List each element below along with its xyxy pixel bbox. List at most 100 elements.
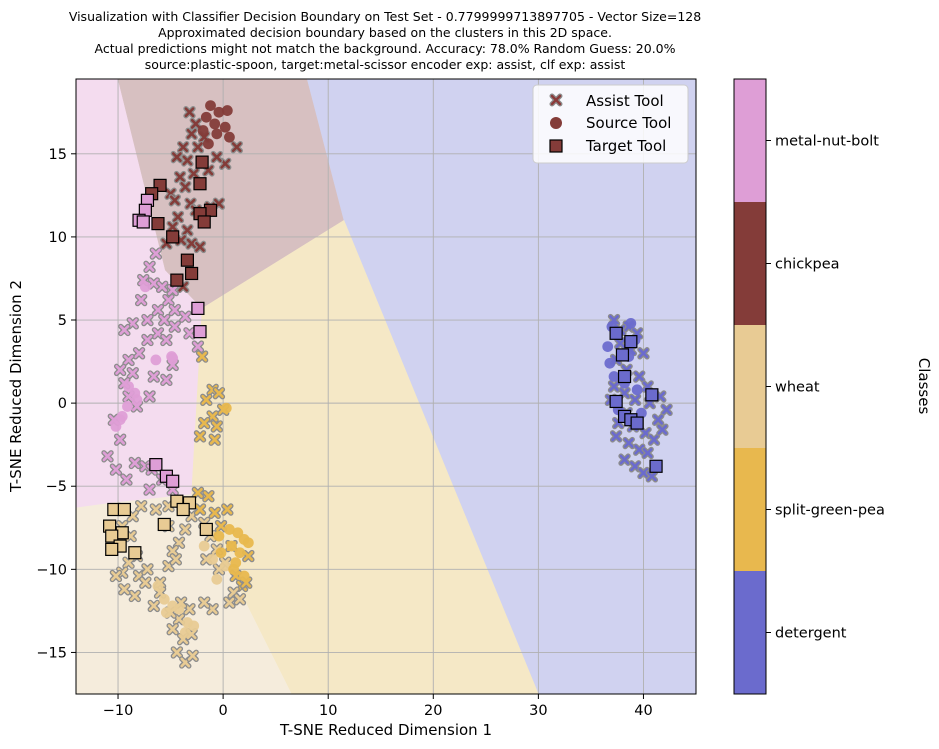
- target-tool-point: [151, 217, 165, 231]
- source-tool-point: [160, 607, 172, 618]
- target-tool-point: [184, 266, 199, 281]
- assist-tool-point: [120, 473, 133, 486]
- assist-tool-point: [187, 167, 200, 180]
- source-tool-point: [179, 627, 191, 638]
- assist-tool-point: [221, 503, 234, 516]
- assist-tool-point: [162, 499, 175, 513]
- colorbar-segment-chickpea: [734, 202, 766, 325]
- target-tool-point: [609, 326, 623, 340]
- assist-tool-point: [191, 140, 205, 154]
- source-tool-point: [150, 354, 162, 366]
- source-tool-point: [158, 593, 170, 605]
- source-tool-point: [625, 317, 637, 329]
- source-tool-point: [224, 131, 235, 143]
- assist-tool-point: [170, 150, 184, 164]
- assist-tool-point: [147, 277, 160, 290]
- assist-tool-point: [183, 327, 196, 340]
- source-tool-point: [211, 573, 223, 585]
- assist-tool-point: [166, 283, 179, 297]
- x-tick-label: 20: [424, 703, 442, 719]
- x-tick-label: 10: [319, 703, 337, 719]
- y-tick-label: 5: [58, 313, 67, 329]
- source-tool-point: [173, 603, 185, 615]
- assist-tool-point: [660, 403, 673, 416]
- assist-tool-point: [134, 293, 148, 307]
- colorbar-segment-metal-nut-bolt: [734, 79, 766, 202]
- x-axis-label: T-SNE Reduced Dimension 1: [279, 721, 492, 739]
- assist-tool-point: [109, 463, 123, 476]
- assist-tool-point: [214, 519, 228, 533]
- legend: Assist Tool Source Tool Target Tool: [532, 84, 689, 164]
- assist-tool-point: [128, 589, 142, 603]
- assist-tool-point: [202, 490, 215, 503]
- source-tool-point: [238, 570, 250, 582]
- target-tool-point: [170, 273, 184, 287]
- target-tool-point: [617, 369, 632, 384]
- x-tick-label: 0: [219, 703, 228, 719]
- source-tool-point: [197, 125, 209, 136]
- colorbar-label-detergent: detergent: [775, 626, 847, 642]
- legend-entry-target: Target Tool: [549, 137, 666, 155]
- title-line-3: Actual predictions might not match the b…: [95, 41, 676, 56]
- assist-tool-point: [185, 237, 198, 250]
- target-tool-point: [624, 335, 638, 349]
- legend-label-source: Source Tool: [586, 114, 671, 132]
- source-tool-point: [213, 530, 225, 542]
- legend-square-marker: [549, 139, 563, 153]
- colorbar-frame: [733, 78, 767, 695]
- assist-tool-point: [147, 599, 160, 613]
- target-tool-point: [105, 542, 119, 556]
- assist-tool-point: [143, 390, 156, 403]
- assist-tool-point: [637, 466, 650, 480]
- assist-tool-point: [173, 170, 187, 184]
- source-tool-point: [221, 105, 233, 116]
- y-axis-label: T-SNE Reduced Dimension 2: [7, 280, 25, 493]
- target-tool-point: [609, 394, 623, 409]
- assist-tool-point: [633, 370, 646, 383]
- source-tool-point: [234, 547, 246, 559]
- target-tool-point: [105, 529, 119, 543]
- assist-tool-point: [118, 323, 131, 337]
- target-tool-point: [176, 502, 190, 517]
- y-tick-label: 10: [49, 230, 67, 246]
- assist-tool-point: [155, 280, 169, 293]
- source-tool-point: [139, 281, 151, 293]
- colorbar-segment-wheat: [734, 325, 766, 448]
- colorbar-label-metal-nut-bolt: metal-nut-bolt: [775, 134, 879, 150]
- source-tool-point: [215, 547, 227, 559]
- x-axis-ticks: −10 0 10 20 30 40: [103, 694, 653, 719]
- assist-tool-point: [141, 333, 154, 347]
- assist-tool-point: [198, 416, 211, 430]
- target-tool-point: [117, 502, 131, 517]
- y-axis-ticks: −15 −10 −5 0 5 10 15: [36, 147, 76, 661]
- source-tool-point: [131, 394, 143, 406]
- source-tool-point: [166, 351, 178, 362]
- assist-tool-point: [647, 433, 661, 446]
- target-tool-point: [630, 416, 644, 430]
- source-tool-point: [110, 420, 122, 432]
- source-tool-point: [211, 128, 223, 140]
- assist-tool-point: [193, 503, 207, 516]
- source-tool-point: [608, 371, 620, 382]
- assist-tool-point: [168, 303, 181, 317]
- assist-tool-point: [195, 350, 209, 363]
- assist-tool-point: [208, 506, 221, 520]
- assist-tool-point: [656, 423, 669, 436]
- assist-tool-point: [151, 303, 165, 317]
- target-tool-point: [645, 388, 659, 402]
- decision-regions: [76, 79, 696, 694]
- assist-tool-point: [191, 486, 205, 500]
- assist-tool-point: [170, 646, 184, 659]
- target-tool-point: [128, 546, 142, 560]
- legend-label-assist: Assist Tool: [586, 92, 664, 110]
- title-line-4: source:plastic-spoon, target:metal-sciss…: [145, 57, 626, 72]
- region-split-green-pea: [191, 219, 539, 694]
- x-tick-label: −10: [103, 703, 134, 719]
- assist-tool-point: [179, 523, 192, 536]
- legend-entry-assist: Assist Tool: [549, 92, 664, 110]
- y-tick-label: −10: [36, 562, 67, 578]
- region-detergent: [306, 79, 696, 694]
- assist-tool-point: [637, 347, 650, 360]
- assist-tool-point: [132, 347, 146, 360]
